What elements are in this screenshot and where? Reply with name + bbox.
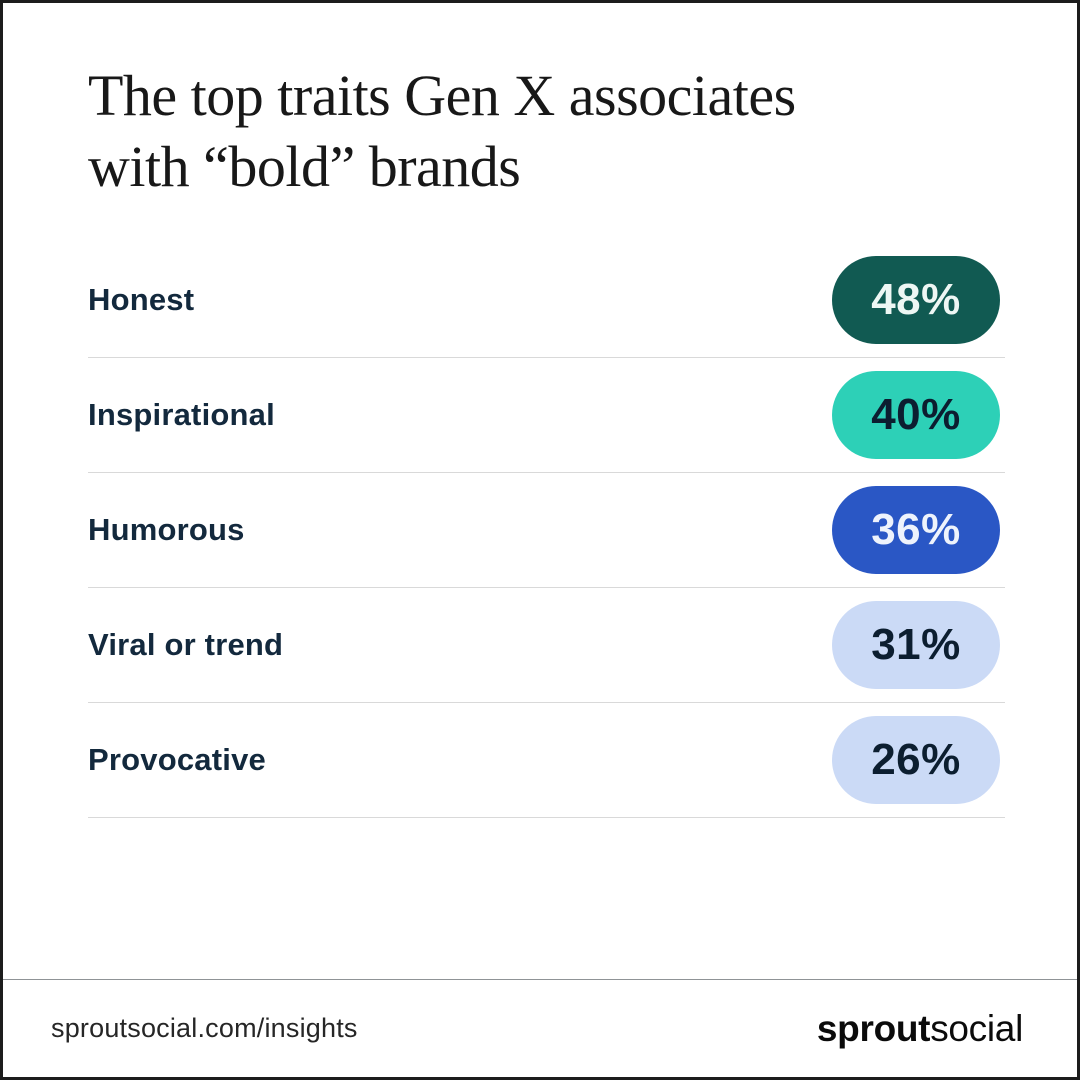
trait-label: Humorous bbox=[88, 512, 245, 547]
page-title-line-1: The top traits Gen X associates bbox=[88, 63, 796, 128]
page-title: The top traits Gen X associates with “bo… bbox=[88, 61, 796, 203]
value-pill: 31% bbox=[832, 601, 1000, 689]
value-pill: 48% bbox=[832, 256, 1000, 344]
trait-row-provocative: Provocative 26% bbox=[88, 703, 1005, 818]
trait-row-viral-or-trend: Viral or trend 31% bbox=[88, 588, 1005, 703]
trait-row-honest: Honest 48% bbox=[88, 243, 1005, 358]
trait-label: Provocative bbox=[88, 742, 266, 777]
trait-row-inspirational: Inspirational 40% bbox=[88, 358, 1005, 473]
footer: sproutsocial.com/insights sproutsocial bbox=[3, 979, 1077, 1077]
trait-label: Inspirational bbox=[88, 397, 275, 432]
sprout-social-logo: sproutsocial bbox=[817, 1008, 1023, 1050]
logo-social: social bbox=[930, 1007, 1023, 1049]
value-pill: 26% bbox=[832, 716, 1000, 804]
trait-label: Viral or trend bbox=[88, 627, 284, 662]
value-pill: 36% bbox=[832, 486, 1000, 574]
trait-label: Honest bbox=[88, 282, 195, 317]
value-pill: 40% bbox=[832, 371, 1000, 459]
logo-sprout: sprout bbox=[816, 1007, 931, 1049]
footer-url: sproutsocial.com/insights bbox=[51, 1013, 358, 1043]
trait-row-humorous: Humorous 36% bbox=[88, 473, 1005, 588]
page-title-line-2: with “bold” brands bbox=[88, 133, 521, 199]
trait-list: Honest 48% Inspirational 40% Humorous 36… bbox=[88, 243, 1005, 818]
